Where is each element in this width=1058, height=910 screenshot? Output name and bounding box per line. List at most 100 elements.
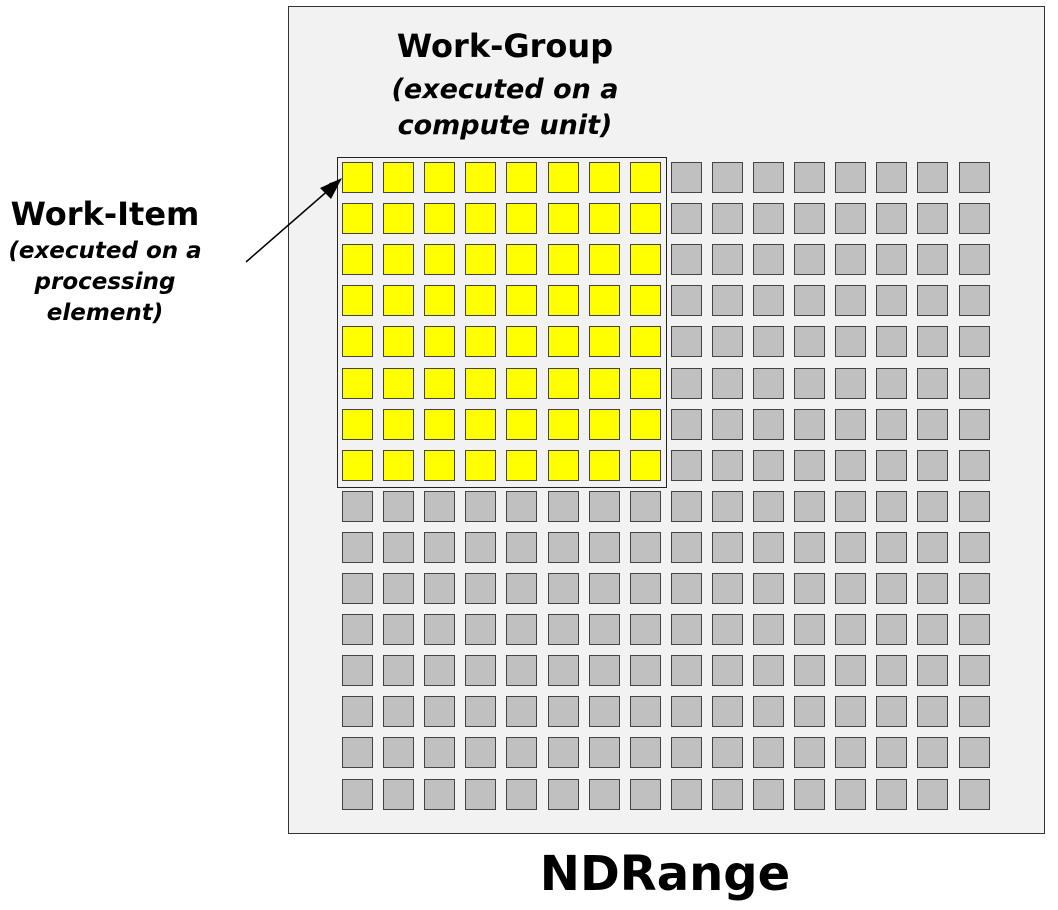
work-item [342,737,373,768]
work-item [917,779,948,810]
work-group-work-item [589,203,620,234]
work-item [794,737,825,768]
work-item [671,491,702,522]
work-item [671,532,702,563]
work-item [465,655,496,686]
work-group-title: Work-Group [396,27,614,65]
work-item [671,285,702,316]
work-item [835,614,866,645]
work-item [794,326,825,357]
work-item [548,573,579,604]
work-item [424,614,455,645]
work-item-subtitle-line3: element) [46,300,164,326]
work-item [342,491,373,522]
work-item [959,409,990,440]
work-group-work-item [465,203,496,234]
work-group-work-item [506,409,537,440]
work-item [917,655,948,686]
work-group-work-item [342,244,373,275]
work-item [835,655,866,686]
work-item [794,368,825,399]
work-group-work-item [342,368,373,399]
work-group-work-item [630,285,661,316]
work-item [712,409,743,440]
work-group-work-item [383,162,414,193]
work-item [753,368,784,399]
work-group-work-item [630,450,661,481]
work-item [671,573,702,604]
work-item [835,285,866,316]
work-item [794,779,825,810]
work-item [548,737,579,768]
work-item [712,326,743,357]
work-item [548,532,579,563]
work-item [465,532,496,563]
work-group-work-item [548,162,579,193]
work-group-work-item [589,326,620,357]
work-item [917,737,948,768]
work-group-work-item [506,244,537,275]
work-item [917,573,948,604]
work-item [506,491,537,522]
work-group-work-item [506,326,537,357]
work-item [548,779,579,810]
work-item [753,779,784,810]
work-group-work-item [424,409,455,440]
work-item [959,285,990,316]
work-item [835,491,866,522]
work-item [753,244,784,275]
work-item [671,737,702,768]
work-item [917,614,948,645]
work-item [794,203,825,234]
work-group-subtitle: (executed on a compute unit) [360,72,650,144]
work-item [876,779,907,810]
work-item [712,203,743,234]
work-item [630,655,661,686]
work-item [753,326,784,357]
work-item [548,655,579,686]
work-item [959,614,990,645]
work-item [794,450,825,481]
work-group-work-item [630,162,661,193]
work-item [465,614,496,645]
work-item [794,244,825,275]
work-item [835,696,866,727]
work-item-subtitle-line2: processing [34,269,176,295]
work-item [959,779,990,810]
work-item [712,450,743,481]
work-group-work-item [630,409,661,440]
work-item [548,696,579,727]
work-group-work-item [342,450,373,481]
work-item [630,573,661,604]
work-item [712,573,743,604]
work-item [794,573,825,604]
work-item [835,779,866,810]
work-item [465,779,496,810]
work-item [835,368,866,399]
work-item [383,491,414,522]
work-item [383,532,414,563]
work-item [589,737,620,768]
work-group-work-item [589,368,620,399]
work-group-work-item [506,162,537,193]
work-item [712,244,743,275]
work-item [835,532,866,563]
work-item [506,573,537,604]
work-item [383,573,414,604]
work-group-work-item [342,285,373,316]
work-item [671,203,702,234]
work-item [794,409,825,440]
work-item [671,779,702,810]
work-group-subtitle-line2: compute unit) [397,110,613,141]
work-group-work-item [548,244,579,275]
work-group-work-item [424,244,455,275]
work-group-work-item [383,450,414,481]
work-item [589,614,620,645]
work-group-subtitle-line1: (executed on a [391,74,619,105]
work-item [506,614,537,645]
work-group-work-item [465,162,496,193]
work-item-subtitle-line1: (executed on a [8,238,202,264]
work-item [959,162,990,193]
work-item [424,573,455,604]
work-group-work-item [548,203,579,234]
